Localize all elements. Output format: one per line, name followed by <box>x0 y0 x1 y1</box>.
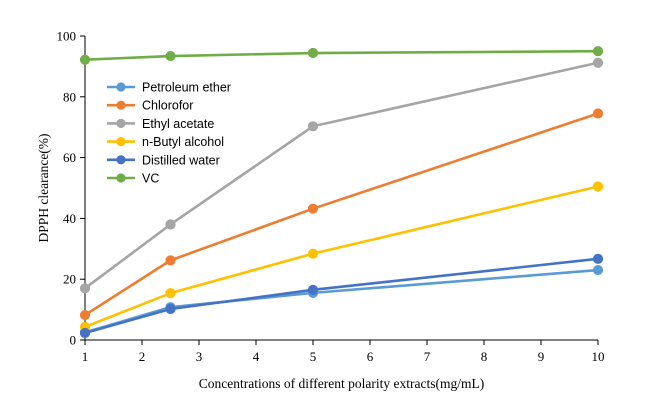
series-line <box>84 49 599 62</box>
legend-label: Distilled water <box>142 153 220 167</box>
x-tick-label: 5 <box>310 349 317 364</box>
series-petroleum-ether <box>79 264 604 338</box>
data-point <box>79 54 91 65</box>
series-chlorofor <box>79 108 604 321</box>
legend-entry: Chlorofor <box>107 99 193 113</box>
x-tick-label: 7 <box>424 349 431 364</box>
x-tick-label: 8 <box>481 349 488 364</box>
legend-swatch-marker <box>116 82 126 92</box>
legend-label: Ethyl acetate <box>142 117 214 131</box>
series-line <box>84 268 599 334</box>
data-point <box>165 288 176 299</box>
x-tick-label: 10 <box>592 349 605 364</box>
data-point <box>592 253 604 264</box>
legend-swatch-marker <box>116 137 126 147</box>
data-point <box>592 264 604 276</box>
legend-swatch-marker <box>116 155 126 165</box>
data-point <box>307 248 319 259</box>
data-point <box>79 283 91 294</box>
legend-swatch-marker <box>116 100 126 110</box>
data-point <box>592 108 604 119</box>
x-tick-label: 9 <box>538 349 545 364</box>
legend: Petroleum ether Chlorofor Ethyl acetate n-B… <box>107 81 231 186</box>
y-tick-label: 100 <box>57 29 77 44</box>
data-point <box>307 203 319 214</box>
legend-entry: Petroleum ether <box>107 81 231 95</box>
data-point <box>307 121 319 132</box>
data-point <box>307 284 319 295</box>
legend-label: Chlorofor <box>142 99 193 113</box>
series-distilled-water <box>79 253 604 339</box>
legend-entry: n-Butyl alcohol <box>107 135 224 149</box>
y-tick-label: 40 <box>63 211 76 226</box>
series-n-butyl-alcohol <box>79 181 604 333</box>
series-line <box>84 185 599 329</box>
data-point <box>165 219 176 230</box>
series-line <box>84 257 599 335</box>
series-layer <box>79 46 604 339</box>
x-axis-title: Concentrations of different polarity ext… <box>199 376 484 391</box>
legend-label: Petroleum ether <box>142 81 231 95</box>
legend-swatch-marker <box>116 173 126 183</box>
y-axis-title: DPPH clearance(%) <box>36 133 51 242</box>
x-tick-label: 1 <box>82 349 89 364</box>
data-point <box>307 47 319 59</box>
data-point <box>165 255 176 266</box>
data-point <box>79 309 91 321</box>
series-line <box>84 112 599 317</box>
x-tick-label: 6 <box>367 349 374 364</box>
x-tick-label: 4 <box>253 349 260 364</box>
y-tick-label: 80 <box>63 89 76 104</box>
series-ethyl-acetate <box>79 57 604 294</box>
y-tick-label: 60 <box>63 150 76 165</box>
legend-entry: Ethyl acetate <box>107 117 214 131</box>
legend-label: n-Butyl alcohol <box>142 135 224 149</box>
legend-label: VC <box>142 172 159 186</box>
data-point <box>165 303 176 315</box>
y-tick-label: 20 <box>63 272 76 287</box>
series-line <box>84 61 599 290</box>
x-tick-label: 3 <box>196 349 203 364</box>
legend-swatch-marker <box>116 118 126 128</box>
y-tick-label: 0 <box>70 333 77 348</box>
x-tick-label: 2 <box>139 349 146 364</box>
legend-entry: Distilled water <box>107 153 220 167</box>
data-point <box>592 46 604 57</box>
series-vc <box>79 46 604 65</box>
legend-entry: VC <box>107 172 159 186</box>
data-point <box>592 57 604 68</box>
data-point <box>165 50 176 62</box>
data-point <box>592 181 604 192</box>
data-point <box>79 327 91 339</box>
